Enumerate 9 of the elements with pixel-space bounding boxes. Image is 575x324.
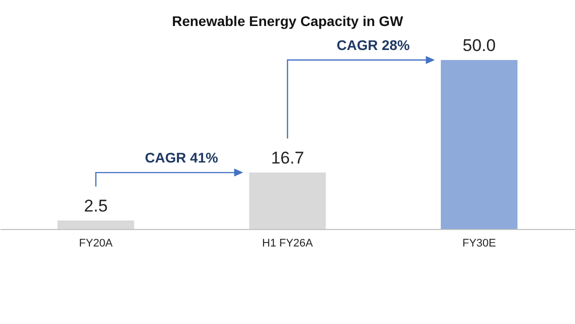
data-label: 16.7 [270, 148, 304, 168]
x-tick-label: FY20A [79, 238, 114, 250]
text: CAGR 28% [336, 37, 410, 53]
x-tick-label: H1 FY26A [262, 238, 314, 250]
data-label: 2.5 [84, 196, 108, 216]
annotation: CAGR 41% [144, 150, 219, 166]
x-tick-label: FY30E [462, 238, 496, 250]
data-label: 50.0 [462, 36, 496, 55]
chart-title: Renewable Energy Capacity in GW [172, 13, 404, 29]
